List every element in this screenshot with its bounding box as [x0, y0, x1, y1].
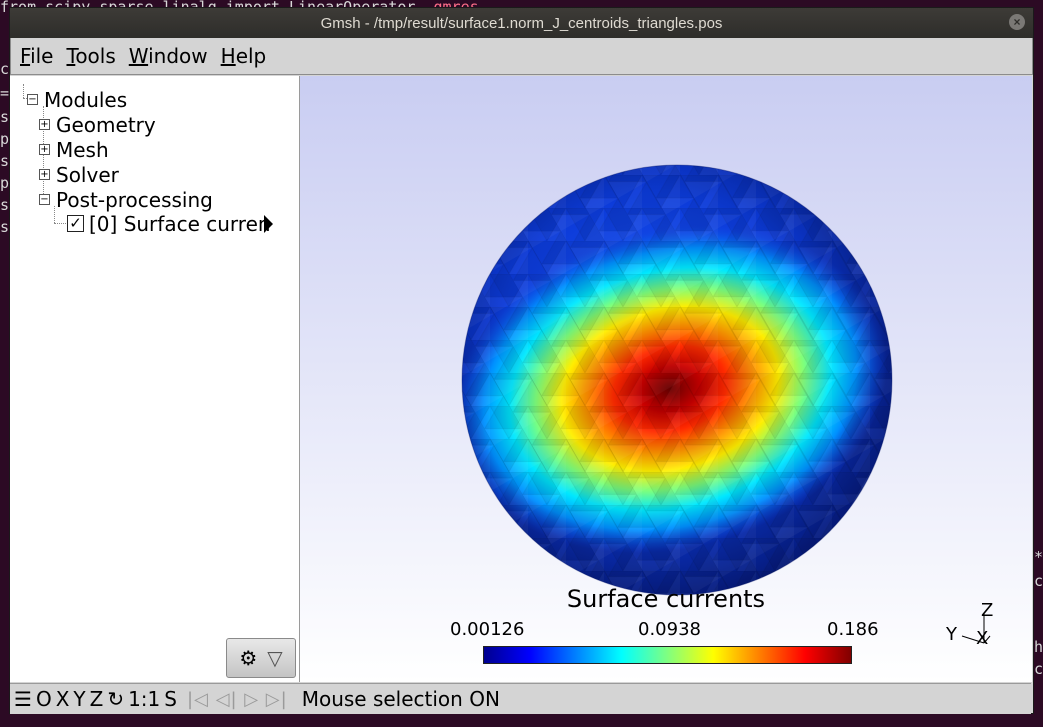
gear-menu-button[interactable]: ⚙ ▽ — [226, 638, 296, 678]
colorbar — [483, 646, 852, 664]
gmsh-window: Gmsh - /tmp/result/surface1.norm_J_centr… — [10, 8, 1033, 714]
view-x-button[interactable]: X — [55, 687, 70, 711]
menu-bar: File Tools Window Help — [10, 38, 1033, 75]
module-tree: − Modules + Geometry + Mesh + Solver − P… — [10, 76, 300, 682]
terminal-line-2: = — [0, 84, 10, 102]
status-message: Mouse selection ON — [301, 687, 500, 711]
colorbar-min-label: 0.00126 — [450, 619, 525, 640]
tree-item-view-0[interactable]: [0] Surface curren — [89, 212, 271, 236]
axis-y-label: Y — [946, 624, 957, 645]
colorbar-max-label: 0.186 — [827, 619, 879, 640]
menu-window[interactable]: Window — [128, 44, 208, 68]
colorbar-title: Surface currents — [566, 585, 766, 613]
expand-icon[interactable]: + — [39, 169, 50, 180]
tree-connector — [23, 98, 29, 99]
select-button[interactable]: S — [164, 687, 177, 711]
menu-tools[interactable]: Tools — [66, 44, 116, 68]
triangle-down-icon: ▽ — [267, 646, 283, 670]
sphere-plot[interactable] — [300, 76, 1032, 682]
axes-triad — [961, 614, 991, 644]
view-options-arrow-icon[interactable] — [264, 215, 273, 233]
window-title: Gmsh - /tmp/result/surface1.norm_J_centr… — [320, 14, 723, 32]
tree-item-geometry[interactable]: Geometry — [56, 113, 156, 137]
axis-x-label: X — [976, 628, 989, 649]
tree-connector — [54, 206, 55, 223]
terminal-line-4: p — [0, 130, 10, 148]
view-y-button[interactable]: Y — [73, 687, 86, 711]
tree-connector — [54, 223, 66, 224]
menu-file[interactable]: File — [20, 44, 54, 68]
graphics-viewport[interactable]: Surface currents 0.00126 0.0938 0.186 Z … — [300, 76, 1032, 682]
menu-help[interactable]: Help — [220, 44, 267, 68]
status-bar: ☰ O X Y Z ↻ 1:1 S |◁ ◁| ▷ ▷| Mouse selec… — [10, 683, 1031, 714]
tree-connector — [23, 84, 24, 98]
colorbar-mid-label: 0.0938 — [638, 619, 701, 640]
terminal-right-3: c — [1034, 660, 1043, 678]
window-titlebar[interactable]: Gmsh - /tmp/result/surface1.norm_J_centr… — [10, 8, 1033, 38]
tree-item-post-processing[interactable]: Post-processing — [56, 188, 213, 212]
scale-button[interactable]: 1:1 — [128, 687, 161, 711]
gear-icon: ⚙ — [239, 646, 258, 670]
view-visibility-checkbox[interactable]: ✓ — [67, 215, 84, 232]
axis-z-label: Z — [981, 600, 994, 621]
view-z-button[interactable]: Z — [89, 687, 104, 711]
terminal-line-6: p — [0, 174, 10, 192]
collapse-icon[interactable]: − — [39, 194, 50, 205]
playback-controls[interactable]: |◁ ◁| ▷ ▷| — [186, 688, 288, 710]
expand-icon[interactable]: + — [39, 119, 50, 130]
origin-button[interactable]: O — [35, 687, 52, 711]
tree-item-modules[interactable]: Modules — [44, 88, 128, 112]
close-icon[interactable]: × — [1009, 14, 1025, 30]
collapse-icon[interactable]: − — [27, 94, 38, 105]
terminal-right-0: * — [1034, 548, 1043, 566]
rotate-icon[interactable]: ↻ — [107, 687, 125, 711]
expand-icon[interactable]: + — [39, 144, 50, 155]
terminal-right-1: c — [1034, 572, 1043, 590]
menu-icon[interactable]: ☰ — [14, 687, 32, 711]
tree-item-mesh[interactable]: Mesh — [56, 138, 109, 162]
tree-item-solver[interactable]: Solver — [56, 163, 119, 187]
terminal-right-2: h — [1034, 638, 1043, 656]
